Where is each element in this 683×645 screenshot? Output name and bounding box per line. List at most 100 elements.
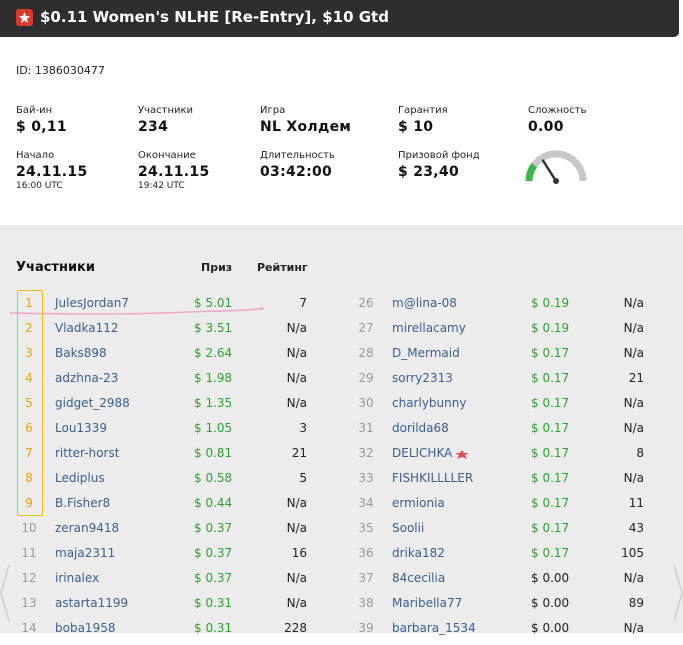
player-name-link[interactable]: 84cecilia bbox=[392, 571, 446, 585]
player-name-link[interactable]: m@lina-08 bbox=[392, 296, 457, 310]
rating-cell: 8 bbox=[636, 446, 644, 460]
scroll-left-arrow-icon[interactable] bbox=[0, 563, 10, 623]
player-name-link[interactable]: boba1958 bbox=[55, 621, 116, 635]
rank-cell: 14 bbox=[21, 621, 37, 635]
player-name-link[interactable]: dorilda68 bbox=[392, 421, 449, 435]
table-row[interactable]: 39 barbara_1534 $ 0.00 N/a bbox=[0, 620, 683, 645]
player-name-link[interactable]: barbara_1534 bbox=[392, 621, 476, 635]
rank-cell: 13 bbox=[21, 596, 37, 610]
player-name-link[interactable]: charlybunny bbox=[392, 396, 467, 410]
rank-cell: 2 bbox=[25, 321, 33, 335]
player-name-link[interactable]: Lediplus bbox=[55, 471, 105, 485]
players-value: 234 bbox=[138, 119, 169, 135]
table-row[interactable]: 35 Soolii $ 0.17 43 bbox=[0, 520, 683, 545]
rating-cell: N/a bbox=[286, 521, 307, 535]
player-name-link[interactable]: Lou1339 bbox=[55, 421, 107, 435]
player-name-link[interactable]: gidget_2988 bbox=[55, 396, 130, 410]
prize-cell: $ 1.98 bbox=[194, 371, 233, 385]
table-row[interactable]: 14 boba1958 $ 0.31 228 bbox=[0, 620, 683, 645]
rank-cell: 6 bbox=[25, 421, 33, 435]
end-date: 24.11.15 bbox=[138, 164, 210, 180]
prize-cell: $ 0.31 bbox=[194, 596, 233, 610]
table-row[interactable]: 13 astarta1199 $ 0.31 N/a bbox=[0, 595, 683, 620]
duration-value: 03:42:00 bbox=[260, 164, 333, 180]
player-name-link[interactable]: mirellacamy bbox=[392, 321, 466, 335]
player-name-link[interactable]: ermionia bbox=[392, 496, 445, 510]
rank-cell: 32 bbox=[358, 446, 374, 460]
prize-column-header: Приз bbox=[201, 261, 233, 274]
table-row[interactable]: 2 Vladka112 $ 3.51 N/a bbox=[0, 320, 683, 345]
rating-cell: 89 bbox=[628, 596, 644, 610]
rank-cell: 7 bbox=[25, 446, 33, 460]
rank-cell: 8 bbox=[25, 471, 33, 485]
player-name-link[interactable]: astarta1199 bbox=[55, 596, 129, 610]
table-row[interactable]: 26 m@lina-08 $ 0.19 N/a bbox=[0, 295, 683, 320]
prize-cell: $ 0.37 bbox=[194, 546, 233, 560]
title-bar: $0.11 Women's NLHE [Re-Entry], $10 Gtd bbox=[0, 0, 679, 37]
table-row[interactable]: 28 D_Mermaid $ 0.17 N/a bbox=[0, 345, 683, 370]
table-row[interactable]: 36 drika182 $ 0.17 105 bbox=[0, 545, 683, 570]
table-row[interactable]: 32 DELICHKA $ 0.17 8 bbox=[0, 445, 683, 470]
player-name-link[interactable]: B.Fisher8 bbox=[55, 496, 111, 510]
player-name-link[interactable]: JulesJordan7 bbox=[55, 296, 129, 310]
player-name-link[interactable]: Vladka112 bbox=[55, 321, 119, 335]
table-row[interactable]: 7 ritter-horst $ 0.81 21 bbox=[0, 445, 683, 470]
player-name-link[interactable]: drika182 bbox=[392, 546, 445, 560]
rank-cell: 3 bbox=[25, 346, 33, 360]
rank-cell: 39 bbox=[358, 621, 374, 635]
prize-cell: $ 0.17 bbox=[531, 471, 570, 485]
prize-cell: $ 0.17 bbox=[531, 371, 570, 385]
rating-cell: N/a bbox=[286, 346, 307, 360]
player-name-link[interactable]: adzhna-23 bbox=[55, 371, 119, 385]
table-row[interactable]: 33 FISHKILLLLER $ 0.17 N/a bbox=[0, 470, 683, 495]
table-row[interactable]: 10 zeran9418 $ 0.37 N/a bbox=[0, 520, 683, 545]
table-row[interactable]: 1 JulesJordan7 $ 5.01 7 bbox=[0, 295, 683, 320]
table-row[interactable]: 27 mirellacamy $ 0.19 N/a bbox=[0, 320, 683, 345]
table-row[interactable]: 9 B.Fisher8 $ 0.44 N/a bbox=[0, 495, 683, 520]
table-row[interactable]: 34 ermionia $ 0.17 11 bbox=[0, 495, 683, 520]
prize-cell: $ 0.17 bbox=[531, 421, 570, 435]
top-nine-highlight bbox=[17, 290, 43, 516]
scroll-right-arrow-icon[interactable] bbox=[673, 563, 683, 623]
table-row[interactable]: 11 maja2311 $ 0.37 16 bbox=[0, 545, 683, 570]
player-name-link[interactable]: Maribella77 bbox=[392, 596, 463, 610]
prize-cell: $ 0.17 bbox=[531, 446, 570, 460]
table-row[interactable]: 4 adzhna-23 $ 1.98 N/a bbox=[0, 370, 683, 395]
table-row[interactable]: 31 dorilda68 $ 0.17 N/a bbox=[0, 420, 683, 445]
table-row[interactable]: 30 charlybunny $ 0.17 N/a bbox=[0, 395, 683, 420]
table-row[interactable]: 3 Baks898 $ 2.64 N/a bbox=[0, 345, 683, 370]
player-name-link[interactable]: irinalex bbox=[55, 571, 100, 585]
table-row[interactable]: 8 Lediplus $ 0.58 5 bbox=[0, 470, 683, 495]
table-row[interactable]: 38 Maribella77 $ 0.00 89 bbox=[0, 595, 683, 620]
guarantee-label: Гарантия bbox=[398, 105, 448, 116]
rating-cell: N/a bbox=[623, 396, 644, 410]
prize-cell: $ 0.58 bbox=[194, 471, 233, 485]
player-name-link[interactable]: Soolii bbox=[392, 521, 425, 535]
rank-cell: 37 bbox=[358, 571, 374, 585]
tournament-id: ID: 1386030477 bbox=[16, 64, 105, 77]
rank-cell: 29 bbox=[358, 371, 374, 385]
rating-cell: N/a bbox=[623, 346, 644, 360]
table-row[interactable]: 6 Lou1339 $ 1.05 3 bbox=[0, 420, 683, 445]
prizepool-label: Призовой фонд bbox=[398, 150, 480, 161]
player-name-link[interactable]: sorry2313 bbox=[392, 371, 453, 385]
player-name-link[interactable]: D_Mermaid bbox=[392, 346, 460, 360]
table-row[interactable]: 12 irinalex $ 0.37 N/a bbox=[0, 570, 683, 595]
rating-cell: 105 bbox=[621, 546, 644, 560]
player-name-link[interactable]: DELICHKA bbox=[392, 446, 453, 460]
player-name-link[interactable]: zeran9418 bbox=[55, 521, 120, 535]
player-name-link[interactable]: ritter-horst bbox=[55, 446, 120, 460]
rating-cell: 7 bbox=[299, 296, 307, 310]
end-time: 19:42 UTC bbox=[138, 181, 185, 191]
start-time: 16:00 UTC bbox=[16, 181, 63, 191]
table-row[interactable]: 37 84cecilia $ 0.00 N/a bbox=[0, 570, 683, 595]
rank-cell: 12 bbox=[21, 571, 37, 585]
table-row[interactable]: 29 sorry2313 $ 0.17 21 bbox=[0, 370, 683, 395]
rating-cell: 16 bbox=[291, 546, 307, 560]
player-name-link[interactable]: maja2311 bbox=[55, 546, 116, 560]
table-row[interactable]: 5 gidget_2988 $ 1.35 N/a bbox=[0, 395, 683, 420]
player-name-link[interactable]: FISHKILLLLER bbox=[392, 471, 474, 485]
pokerstars-logo-icon bbox=[16, 9, 33, 26]
rank-cell: 35 bbox=[358, 521, 374, 535]
player-name-link[interactable]: Baks898 bbox=[55, 346, 107, 360]
